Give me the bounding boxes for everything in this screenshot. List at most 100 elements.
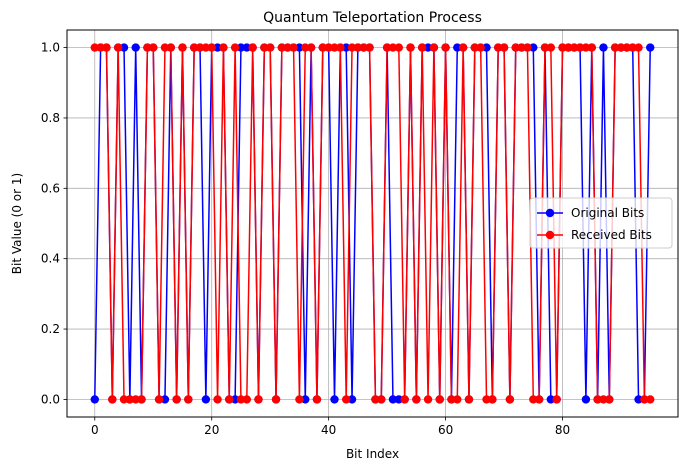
x-tick-label: 40	[321, 423, 336, 437]
x-tick-label: 20	[204, 423, 219, 437]
data-point	[207, 43, 216, 52]
data-point	[353, 43, 363, 52]
data-point	[295, 43, 304, 52]
data-point	[213, 395, 222, 404]
data-point	[453, 43, 462, 52]
data-point	[377, 395, 386, 404]
data-point	[230, 395, 240, 404]
data-point	[552, 395, 561, 404]
x-tick-label: 0	[91, 423, 99, 437]
data-point	[236, 43, 246, 52]
data-point	[254, 395, 263, 404]
data-point	[388, 43, 398, 52]
data-point	[605, 395, 614, 404]
data-point	[423, 395, 433, 404]
data-point	[365, 43, 374, 52]
data-point	[330, 43, 339, 52]
y-tick-label: 0.4	[41, 252, 60, 266]
data-point	[628, 43, 637, 52]
data-point	[634, 43, 643, 52]
data-point	[464, 395, 474, 404]
data-point	[529, 43, 538, 52]
data-point	[488, 395, 497, 404]
data-point	[470, 43, 480, 52]
data-point	[394, 43, 404, 52]
data-point	[400, 395, 409, 404]
data-point	[166, 43, 175, 52]
legend-marker	[545, 230, 555, 240]
data-point	[388, 395, 398, 404]
data-point	[119, 43, 129, 52]
y-axis-title: Bit Value (0 or 1)	[10, 173, 24, 274]
data-point	[558, 43, 567, 52]
data-point	[324, 43, 333, 52]
data-point	[341, 43, 351, 52]
data-point	[96, 43, 105, 52]
data-point	[458, 43, 468, 52]
data-point	[423, 43, 433, 52]
data-point	[546, 43, 556, 52]
data-point	[295, 395, 304, 404]
legend-marker	[545, 208, 555, 218]
data-point	[646, 395, 655, 404]
data-point	[143, 43, 152, 52]
data-point	[154, 395, 164, 404]
y-tick-label: 1.0	[41, 41, 60, 55]
chart-title: Quantum Teleportation Process	[263, 10, 482, 26]
y-tick-label: 0.2	[41, 322, 60, 336]
series-received-bits	[90, 43, 655, 404]
data-point	[476, 43, 485, 52]
data-point	[225, 395, 234, 404]
plot-frame	[66, 29, 679, 418]
data-point	[622, 43, 632, 52]
x-axis-ticks: 0 20 40 60 80	[91, 417, 570, 437]
data-point	[119, 395, 129, 404]
data-point	[616, 43, 626, 52]
data-point	[341, 395, 351, 404]
data-point	[570, 43, 579, 52]
data-point	[581, 395, 591, 404]
data-point	[406, 43, 415, 52]
data-point	[610, 43, 620, 52]
data-point	[546, 395, 556, 404]
data-point	[599, 43, 608, 52]
data-point	[359, 43, 368, 52]
legend-label: Original Bits	[571, 206, 644, 220]
data-point	[102, 43, 111, 52]
legend: Original Bits Received Bits	[529, 197, 673, 249]
data-point	[242, 395, 251, 404]
data-point	[505, 395, 515, 404]
data-point	[113, 43, 123, 52]
data-point	[599, 395, 608, 404]
data-point	[149, 43, 158, 52]
data-point	[634, 395, 643, 404]
data-point	[494, 43, 503, 52]
data-point	[593, 395, 602, 404]
data-point	[184, 395, 193, 404]
data-point	[511, 43, 520, 52]
data-point	[201, 395, 211, 404]
data-point	[260, 43, 269, 52]
legend-label: Received Bits	[571, 228, 652, 242]
data-point	[242, 43, 251, 52]
data-point	[131, 43, 140, 52]
data-point	[301, 43, 310, 52]
data-point	[575, 43, 585, 52]
data-point	[646, 43, 655, 52]
data-point	[587, 43, 596, 52]
data-point	[219, 43, 228, 52]
x-axis-title: Bit Index	[346, 447, 399, 461]
data-point	[306, 43, 316, 52]
data-point	[213, 43, 222, 52]
data-point	[90, 43, 99, 52]
legend-box	[529, 197, 673, 249]
data-point	[482, 43, 491, 52]
data-point	[564, 43, 573, 52]
data-point	[90, 395, 99, 404]
data-point	[108, 395, 117, 404]
x-tick-label: 60	[438, 423, 453, 437]
data-point	[447, 395, 456, 404]
data-point	[435, 395, 444, 404]
data-point	[382, 43, 392, 52]
